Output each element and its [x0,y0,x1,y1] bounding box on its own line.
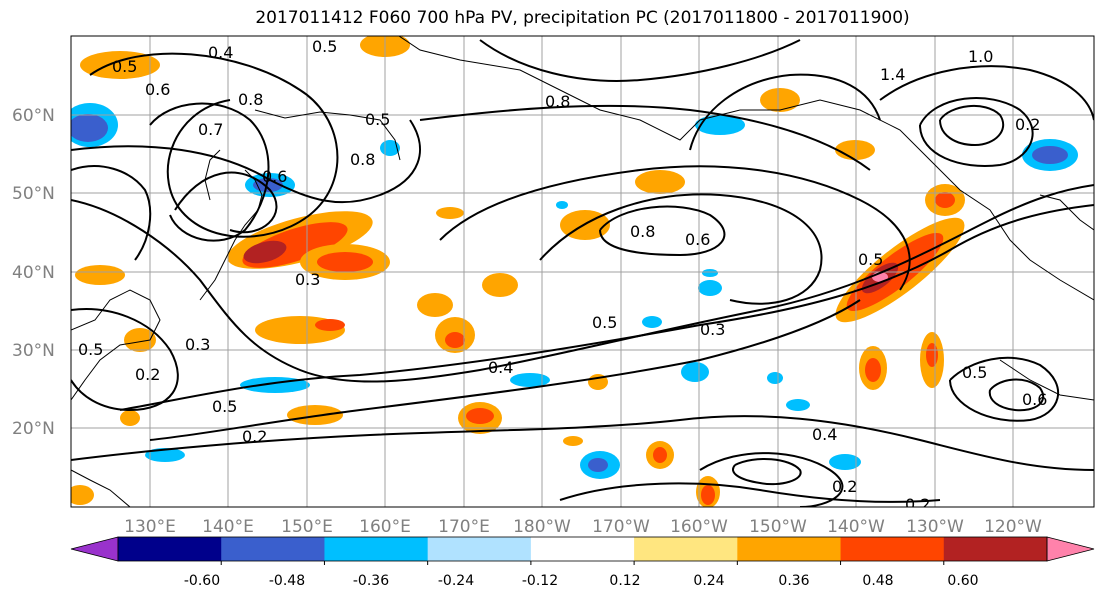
colorbar-segment [737,537,842,561]
map-title: 2017011412 F060 700 hPa PV, precipitatio… [255,8,910,28]
contour-label: 0.8 [350,150,375,169]
lat-label: 20°N [12,419,55,439]
colorbar-segment [427,537,532,561]
colorbar-tick-label: -0.36 [353,573,389,589]
contour-label: 1.0 [968,47,993,66]
contour-label: 0.6 [145,80,170,99]
colorbar-segment [530,537,635,561]
latitude-labels: 60°N 50°N 40°N 30°N 20°N [12,106,55,439]
contour-label: 0.5 [365,110,390,129]
contour-label: 0.6 [685,230,710,249]
contour-label: 0.8 [545,92,570,111]
contour-label: 0.3 [700,320,725,339]
contour-label: 0.5 [112,57,137,76]
contour-label: 0.4 [488,358,513,377]
colorbar-segment [118,537,222,561]
longitude-labels: 130°E 140°E 150°E 160°E 170°E 180°W 170°… [124,517,1042,537]
contour-label: 0.5 [592,313,617,332]
contour-label: 0.3 [185,335,210,354]
lon-label: 170°W [592,517,650,537]
colorbar-ticks: -0.60 -0.48 -0.36 -0.24 -0.12 0.12 0.24 … [184,573,979,589]
colorbar [70,536,1095,565]
lon-label: 150°W [749,517,807,537]
pv-contours [71,39,1094,507]
colorbar-tick-label: 0.60 [947,573,978,589]
contour-label: 0.2 [135,365,160,384]
colorbar-extend-min [70,536,119,562]
lon-label: 130°E [124,517,176,537]
lon-label: 160°W [670,517,728,537]
colorbar-segment [634,537,738,561]
contour-label: 0.2 [905,495,930,514]
colorbar-tick-label: 0.48 [862,573,893,589]
lon-label: 140°W [827,517,885,537]
colorbar-tick-label: -0.48 [269,573,305,589]
contour-label: 0.4 [812,425,837,444]
colorbar-tick-label: 0.36 [778,573,809,589]
colorbar-outline [117,536,1048,562]
lon-label: 140°E [202,517,254,537]
contour-label: 0.6 [1022,390,1047,409]
colorbar-extend-max [1046,536,1095,562]
contour-labels: 0.5 0.4 0.5 0.6 0.7 0.8 0.6 0.5 0.8 0.8 … [78,37,1047,514]
colorbar-tick-label: 0.12 [609,573,640,589]
colorbar-segment [840,537,945,561]
lon-label: 120°W [984,517,1042,537]
colorbar-tick-label: -0.60 [184,573,220,589]
contour-label: 1.4 [880,65,905,84]
contour-label: 0.2 [242,427,267,446]
lon-label: 130°W [906,517,964,537]
colorbar-tick-label: -0.24 [438,573,474,589]
contour-label: 0.5 [78,340,103,359]
contour-label: 0.3 [295,270,320,289]
lat-label: 40°N [12,263,55,283]
lat-label: 30°N [12,341,55,361]
map-frame [70,35,1095,508]
contour-label: 0.2 [1015,115,1040,134]
contour-label: 0.8 [238,90,263,109]
colorbar-segment [221,537,325,561]
contour-label: 0.6 [262,167,287,186]
lon-label: 170°E [438,517,490,537]
colorbar-tick-label: -0.12 [522,573,558,589]
lat-label: 60°N [12,106,55,126]
contour-label: 0.8 [630,222,655,241]
contour-label: 0.4 [208,43,233,62]
contour-label: 0.7 [198,120,223,139]
lon-label: 180°W [513,517,571,537]
colorbar-segment [943,537,1048,561]
contour-label: 0.5 [312,37,337,56]
colorbar-tick-label: 0.24 [693,573,724,589]
colorbar-segment [324,537,429,561]
contour-label: 0.2 [832,477,857,496]
contour-label: 0.5 [858,250,883,269]
contour-label: 0.5 [962,363,987,382]
lon-label: 150°E [281,517,333,537]
coastlines [71,36,1094,507]
lon-label: 160°E [359,517,411,537]
contour-label: 0.5 [212,397,237,416]
map-area: 0.5 0.4 0.5 0.6 0.7 0.8 0.6 0.5 0.8 0.8 … [71,36,1094,514]
lat-label: 50°N [12,184,55,204]
